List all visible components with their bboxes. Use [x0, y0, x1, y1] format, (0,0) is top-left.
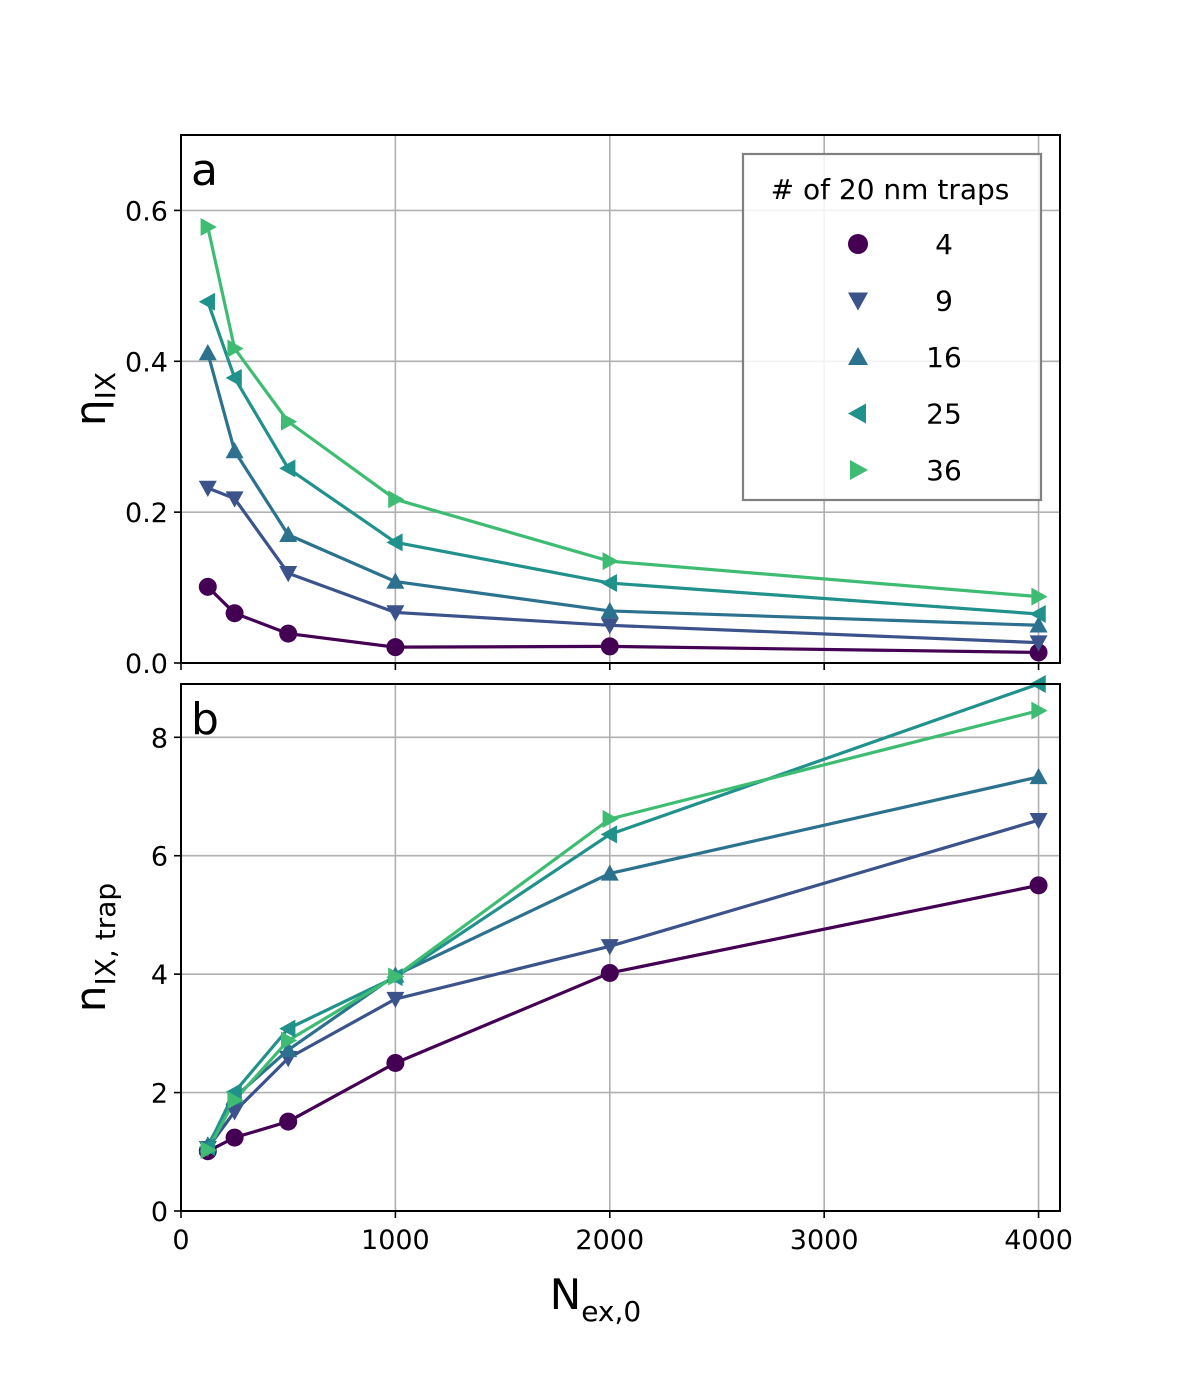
panel-b-chart: 0 1000 2000 3000 4000 0 2 4 6 8 b nIX, trap Nex,0 — [66, 675, 1073, 1328]
panel-a-series-16-point-1 — [225, 442, 244, 459]
panel-b-series-36-point-0 — [200, 1141, 217, 1160]
panel-b-ytick-label-4: 8 — [151, 723, 168, 754]
panel-a-series-4-point-0 — [198, 577, 217, 596]
panel-a-ylabel-main: η — [66, 399, 115, 426]
panel-a-series-9-point-3 — [386, 605, 405, 622]
panel-b-ylabel-sub: IX, trap — [89, 883, 122, 986]
panel-b-series-9-point-1 — [225, 1104, 244, 1121]
panel-a-letter: a — [191, 145, 218, 196]
panel-a-series-25-point-0 — [198, 292, 215, 311]
legend-marker-4 — [848, 234, 868, 254]
legend-marker-9 — [848, 292, 868, 311]
panel-b-xtick-label-2: 2000 — [575, 1225, 644, 1256]
panel-b-series-4-point-4 — [600, 963, 619, 982]
panel-a-ytick-label-1: 0.2 — [125, 498, 168, 529]
panel-b-series-36-point-3 — [388, 967, 405, 986]
panel-a-series-25-point-3 — [386, 533, 403, 552]
panel-b-ytick-label-2: 4 — [151, 960, 168, 991]
legend-title: # of 20 nm traps — [771, 173, 1010, 206]
panel-a-series-25-line — [206, 301, 1039, 616]
panel-a-series-25-point-4 — [600, 574, 617, 593]
legend: # of 20 nm traps 4 9 16 25 36 — [741, 152, 1043, 502]
panel-b-series-9-point-3 — [386, 991, 405, 1009]
legend-label-36: 36 — [926, 454, 962, 487]
panel-b-xlabel: Nex,0 — [550, 1270, 641, 1328]
panel-a-series-9-point-0 — [198, 480, 217, 498]
panel-b-letter: b — [191, 694, 219, 745]
panel-b-series-4-point-5 — [1029, 876, 1048, 895]
panel-b-series-9-line — [206, 818, 1040, 1150]
legend-marker-25 — [848, 403, 866, 424]
panel-b-series-4-point-2 — [279, 1112, 298, 1131]
panel-a-series-36-point-2 — [280, 412, 298, 431]
panel-b-xtick-label-3: 3000 — [790, 1225, 859, 1256]
panel-b-ylabel: nIX, trap — [66, 883, 122, 1012]
panel-b-series-16-point-4 — [600, 864, 619, 881]
legend-marker-16 — [848, 347, 868, 365]
panel-b-series-25-point-1 — [225, 1082, 242, 1101]
panel-a-series-16-point-3 — [386, 572, 405, 589]
panel-b-series-36-point-2 — [280, 1031, 298, 1050]
panel-b-xtick-label-1: 1000 — [361, 1225, 430, 1256]
panel-b-series-25-point-2 — [279, 1019, 296, 1038]
panel-a-series-16-point-2 — [279, 525, 298, 542]
panel-a-series-36-point-5 — [1031, 587, 1048, 606]
panel-b-series-9-point-4 — [600, 939, 619, 956]
legend-label-16: 16 — [926, 341, 962, 374]
panel-a-series-4-point-4 — [600, 637, 619, 656]
legend-label-4: 4 — [935, 228, 953, 261]
panel-a-chart: 0.0 0.2 0.4 0.6 a ηIX # of 20 nm traps 4 9 16 25 36 — [66, 134, 1061, 680]
panel-b-xlabel-sub: ex,0 — [581, 1295, 641, 1328]
panel-b-ytick-label-1: 2 — [151, 1079, 168, 1110]
legend-label-9: 9 — [935, 285, 953, 318]
panel-a-series-16-point-0 — [198, 343, 217, 361]
legend-box — [741, 152, 1043, 502]
panel-a-series-36-point-1 — [227, 339, 244, 358]
panel-a-ytick-label-2: 0.4 — [125, 347, 168, 378]
panel-b-series-9-point-5 — [1029, 812, 1048, 830]
panel-b-series-4-point-1 — [225, 1128, 244, 1147]
panel-a-series-4-point-2 — [279, 624, 298, 643]
panel-a-ytick-label-3: 0.6 — [125, 196, 168, 227]
panel-b-series-16-point-2 — [279, 1040, 298, 1058]
panel-a-series-36-point-0 — [200, 218, 217, 237]
panel-b-axes-frame — [180, 683, 1061, 1212]
panel-b-series-16-point-5 — [1029, 767, 1048, 785]
panel-a-series-9-point-5 — [1029, 635, 1048, 652]
panel-a-axes-frame — [180, 134, 1061, 664]
panel-b-series-25-point-4 — [600, 825, 617, 844]
panel-a-series-4-point-1 — [225, 604, 244, 623]
panel-a-ylabel-sub: IX — [89, 372, 122, 399]
panel-a-series-16-point-4 — [600, 601, 619, 619]
panel-a-series-9-point-1 — [225, 491, 244, 508]
panel-b-xlabel-main: N — [550, 1270, 581, 1319]
panel-b-ytick-label-3: 6 — [151, 842, 168, 873]
panel-b-xtick-label-4: 4000 — [1004, 1225, 1073, 1256]
panel-a-series-36-point-4 — [602, 552, 619, 571]
panel-b-series-36-point-4 — [602, 810, 619, 829]
legend-marker-36 — [850, 460, 868, 480]
panel-a-ytick-label-0: 0.0 — [125, 649, 168, 680]
panel-b-series-36-point-1 — [227, 1091, 244, 1110]
panel-a-ylabel: ηIX — [66, 372, 122, 426]
panel-b-series-4-point-3 — [386, 1053, 405, 1072]
panel-b-xtick-label-0: 0 — [172, 1225, 189, 1256]
panel-a-series-16-point-5 — [1029, 616, 1048, 633]
panel-b-series-36-point-5 — [1031, 701, 1048, 720]
panel-a-series-9-point-2 — [279, 566, 298, 583]
panel-a-series-9-point-4 — [600, 618, 619, 635]
panel-b-ylabel-main: n — [66, 986, 115, 1013]
panel-a-series-25-point-2 — [279, 459, 296, 478]
panel-b-ytick-label-0: 0 — [151, 1197, 168, 1228]
panel-a-series-36-line — [206, 226, 1039, 599]
panel-a-series-36-point-3 — [388, 490, 405, 509]
panel-a-series-16-line — [206, 352, 1039, 627]
legend-label-25: 25 — [926, 398, 962, 431]
panel-a-series-25-point-5 — [1029, 604, 1046, 623]
panel-a-series-4-point-3 — [386, 638, 405, 657]
panel-a-series-25-point-1 — [225, 368, 242, 387]
panel-a-series-4-point-5 — [1029, 643, 1048, 662]
